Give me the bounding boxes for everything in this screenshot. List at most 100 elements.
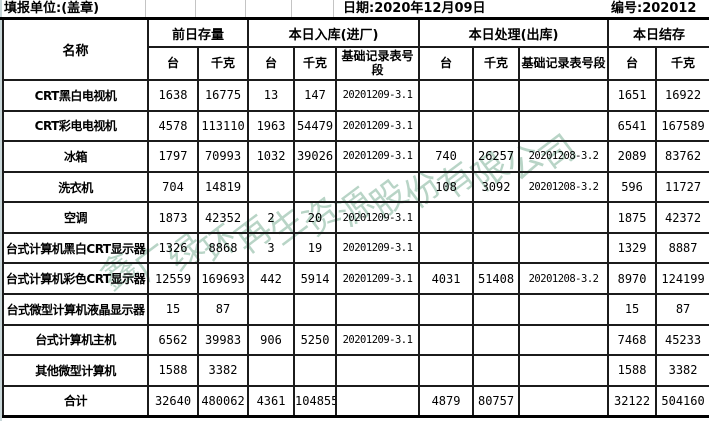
total-row: 合计 32640 480062 4361 104855 4879 80757 32122 504… — [2, 384, 709, 418]
cell-value — [418, 109, 475, 143]
cell-value: 12559 — [147, 262, 199, 296]
cell-value — [247, 293, 296, 326]
table-row: 台式计算机彩色CRT显示器 12559 169693 442 5914 20201209-… — [2, 262, 709, 296]
cell-value — [293, 170, 338, 204]
cell-record-range: 20201209-3.1 — [335, 140, 421, 173]
cell-record-range — [518, 384, 610, 418]
cell-value: 2 — [247, 201, 296, 234]
cell-value: 596 — [607, 170, 658, 204]
topbar-gridline — [195, 0, 196, 17]
report-date: 日期:2020年12月09日 — [343, 1, 486, 16]
cell-record-range — [518, 293, 610, 326]
cell-value: 1797 — [147, 140, 199, 173]
cell-value: 1873 — [147, 201, 199, 234]
cell-value: 54479 — [293, 109, 338, 143]
cell-value: 704 — [147, 170, 199, 204]
cell-value — [472, 109, 521, 143]
table-row: 空调 1873 42352 2 20 20201209-3.1 1875 42372 — [2, 201, 709, 234]
cell-value: 1588 — [147, 354, 199, 387]
cell-item-name: 其他微型计算机 — [2, 354, 149, 387]
cell-value: 1875 — [607, 201, 658, 234]
topbar-divider — [0, 17, 709, 20]
cell-value: 442 — [247, 262, 296, 296]
cell-value: 4879 — [418, 384, 475, 418]
cell-item-name: 空调 — [2, 201, 149, 234]
cell-item-name: 台式计算机主机 — [2, 323, 149, 357]
cell-value — [472, 79, 521, 112]
cell-value: 147 — [293, 79, 338, 112]
table-row: 台式微型计算机液晶显示器 15 87 15 87 — [2, 293, 709, 326]
topbar-gridline — [333, 0, 334, 17]
cell-value — [247, 354, 296, 387]
topbar-gridline — [145, 0, 146, 17]
col-group-balance: 本日结存 — [607, 20, 709, 48]
cell-value: 39983 — [196, 323, 250, 357]
cell-value: 1963 — [247, 109, 296, 143]
cell-value: 26257 — [472, 140, 521, 173]
cell-value: 113110 — [196, 109, 250, 143]
header-group-row: 名称 前日存量 本日入库(进厂) 本日处理(出库) 本日结存 — [2, 20, 709, 81]
cell-record-range: 20201209-3.1 — [335, 109, 421, 143]
col-header-record-range: 基础记录表号段 — [335, 46, 421, 81]
topbar: 填报单位:(盖章) 日期:2020年12月09日 编号:202012 — [2, 0, 709, 17]
cell-value: 19 — [293, 231, 338, 265]
cell-value: 3382 — [655, 354, 709, 387]
cell-value — [418, 323, 475, 357]
cell-record-range: 20201209-3.1 — [335, 201, 421, 234]
cell-value: 14819 — [196, 170, 250, 204]
cell-value: 906 — [247, 323, 296, 357]
table-row: 冰箱 1797 70993 1032 39026 20201209-3.1 740 26257… — [2, 140, 709, 173]
col-header-units: 台 — [147, 46, 199, 81]
cell-record-range — [518, 79, 610, 112]
cell-value: 42372 — [655, 201, 709, 234]
cell-value: 740 — [418, 140, 475, 173]
cell-record-range — [335, 170, 421, 204]
cell-value: 504160 — [655, 384, 709, 418]
cell-value — [472, 323, 521, 357]
cell-value: 83762 — [655, 140, 709, 173]
cell-value: 5250 — [293, 323, 338, 357]
cell-value — [472, 231, 521, 265]
col-header-units: 台 — [247, 46, 296, 81]
cell-value: 104855 — [293, 384, 338, 418]
cell-value: 108 — [418, 170, 475, 204]
cell-value: 45233 — [655, 323, 709, 357]
cell-value: 1638 — [147, 79, 199, 112]
cell-value: 3092 — [472, 170, 521, 204]
cell-value: 16775 — [196, 79, 250, 112]
cell-value: 11727 — [655, 170, 709, 204]
cell-item-name: 台式计算机彩色CRT显示器 — [2, 262, 149, 296]
cell-value: 1329 — [607, 231, 658, 265]
cell-value: 1326 — [147, 231, 199, 265]
table-row: CRT彩电电视机 4578 113110 1963 54479 20201209-3.1 6… — [2, 109, 709, 143]
table-row: 洗衣机 704 14819 108 3092 20201208-3.2 596 11727 — [2, 170, 709, 204]
cell-value: 4361 — [247, 384, 296, 418]
cell-value: 480062 — [196, 384, 250, 418]
cell-item-name: CRT彩电电视机 — [2, 109, 149, 143]
col-header-kg: 千克 — [655, 46, 709, 81]
cell-value: 4578 — [147, 109, 199, 143]
col-group-inbound: 本日入库(进厂) — [247, 20, 421, 48]
cell-value: 8887 — [655, 231, 709, 265]
serial-number: 编号:202012 — [611, 1, 697, 16]
cell-record-range: 20201208-3.2 — [518, 140, 610, 173]
cell-value: 87 — [655, 293, 709, 326]
cell-value: 124199 — [655, 262, 709, 296]
cell-value: 3 — [247, 231, 296, 265]
cell-value: 51408 — [472, 262, 521, 296]
filing-unit-label: 填报单位:(盖章) — [4, 1, 100, 16]
col-header-record-range: 基础记录表号段 — [518, 46, 610, 81]
inventory-table: 名称 前日存量 本日入库(进厂) 本日处理(出库) 本日结存 台 千克 台 千克… — [2, 20, 709, 418]
cell-value: 5914 — [293, 262, 338, 296]
cell-item-name: 洗衣机 — [2, 170, 149, 204]
cell-record-range: 20201209-3.1 — [335, 323, 421, 357]
cell-item-name: 冰箱 — [2, 140, 149, 173]
cell-record-range — [335, 354, 421, 387]
table-row: 台式计算机黑白CRT显示器 1326 8868 3 19 20201209-3.1 1329… — [2, 231, 709, 265]
col-header-units: 台 — [607, 46, 658, 81]
cell-value — [247, 170, 296, 204]
cell-value — [293, 354, 338, 387]
cell-record-range: 20201209-3.1 — [335, 79, 421, 112]
cell-value: 1588 — [607, 354, 658, 387]
cell-record-range: 20201209-3.1 — [335, 262, 421, 296]
